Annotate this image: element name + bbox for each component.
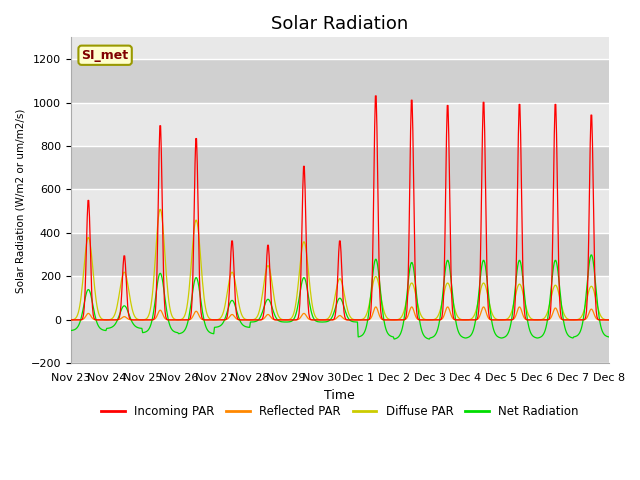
Bar	[71, 103, 609, 146]
Bar	[71, 59, 609, 103]
Y-axis label: Solar Radiation (W/m2 or um/m2/s): Solar Radiation (W/m2 or um/m2/s)	[15, 108, 25, 292]
Text: SI_met: SI_met	[81, 49, 129, 62]
Title: Solar Radiation: Solar Radiation	[271, 15, 408, 33]
Bar	[71, 276, 609, 320]
Bar	[71, 320, 609, 363]
Bar	[71, 190, 609, 233]
Legend: Incoming PAR, Reflected PAR, Diffuse PAR, Net Radiation: Incoming PAR, Reflected PAR, Diffuse PAR…	[96, 400, 584, 423]
Bar	[71, 233, 609, 276]
X-axis label: Time: Time	[324, 389, 355, 402]
Bar	[71, 146, 609, 190]
